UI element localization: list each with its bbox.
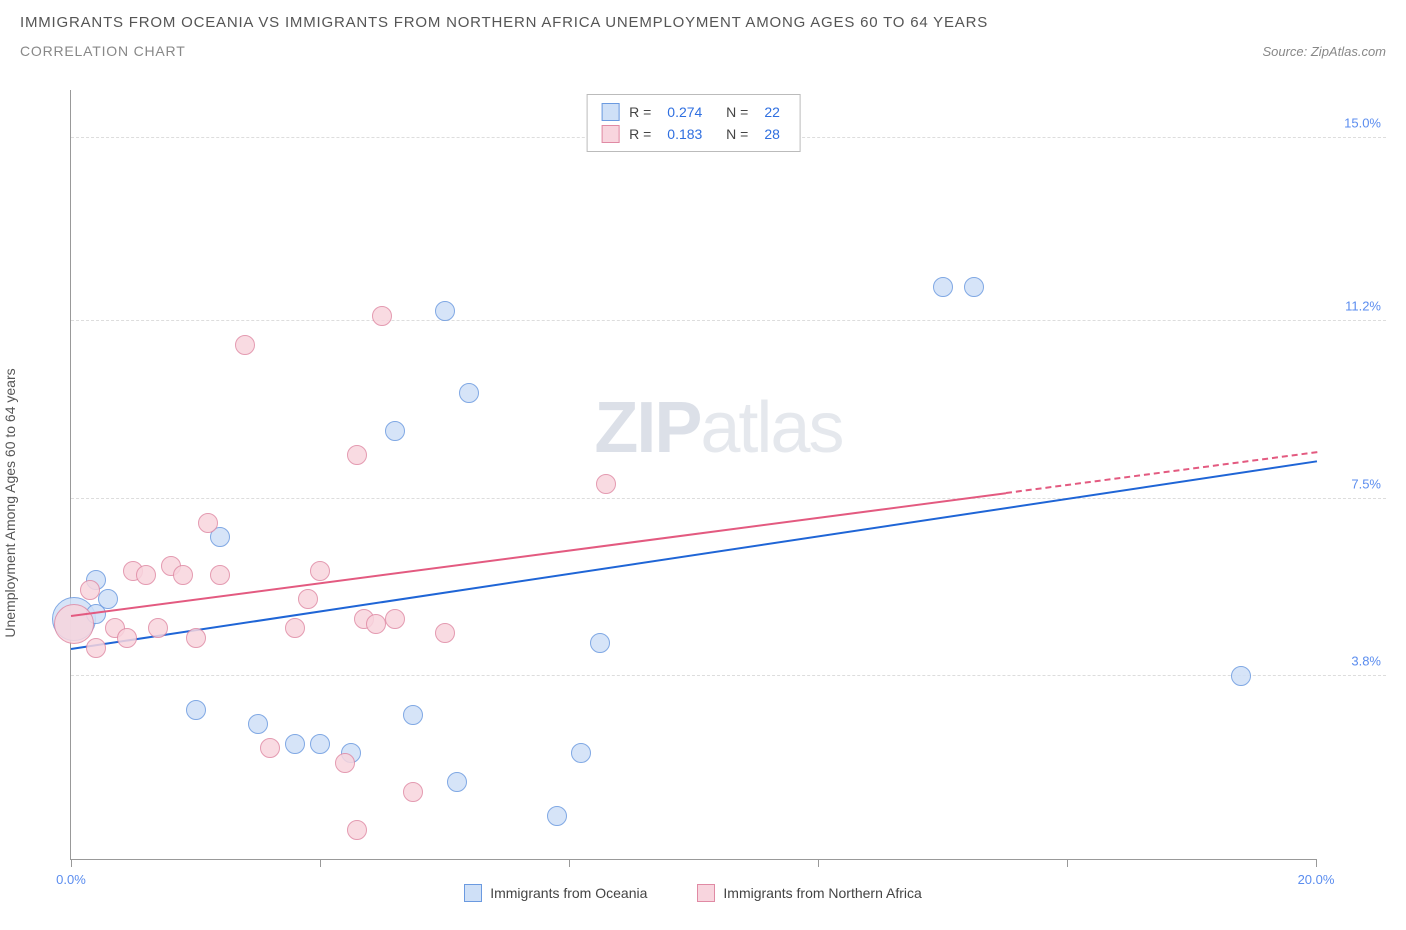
watermark-bold: ZIP (594, 388, 700, 468)
legend-swatch (697, 884, 715, 902)
scatter-point-northern_africa (210, 565, 230, 585)
plot-area: ZIPatlas R = 0.274 N = 22R = 0.183 N = 2… (70, 90, 1316, 860)
y-tick-label: 7.5% (1351, 476, 1381, 491)
y-axis-label: Unemployment Among Ages 60 to 64 years (2, 368, 18, 637)
scatter-point-northern_africa (186, 628, 206, 648)
chart-subtitle: CORRELATION CHART (20, 43, 186, 59)
scatter-point-northern_africa (310, 561, 330, 581)
scatter-point-oceania (403, 705, 423, 725)
gridline (71, 320, 1386, 321)
scatter-point-northern_africa (347, 820, 367, 840)
y-tick-label: 15.0% (1344, 116, 1381, 131)
chart-header: IMMIGRANTS FROM OCEANIA VS IMMIGRANTS FR… (0, 0, 1406, 63)
scatter-point-oceania (285, 734, 305, 754)
x-tick (320, 859, 321, 867)
scatter-point-northern_africa (403, 782, 423, 802)
stat-r-value: 0.274 (667, 104, 702, 120)
scatter-point-northern_africa (173, 565, 193, 585)
stat-n-label: N = (718, 126, 748, 142)
scatter-point-northern_africa (235, 335, 255, 355)
legend-swatch (464, 884, 482, 902)
legend-swatch (601, 125, 619, 143)
x-tick (569, 859, 570, 867)
gridline (71, 498, 1386, 499)
scatter-point-northern_africa (385, 609, 405, 629)
x-tick (1067, 859, 1068, 867)
watermark: ZIPatlas (594, 387, 842, 469)
bottom-legend: Immigrants from Oceania Immigrants from N… (70, 884, 1316, 902)
y-tick-label: 3.8% (1351, 654, 1381, 669)
subtitle-row: CORRELATION CHART Source: ZipAtlas.com (20, 43, 1386, 59)
scatter-point-northern_africa (148, 618, 168, 638)
scatter-point-northern_africa (347, 445, 367, 465)
scatter-point-oceania (385, 421, 405, 441)
watermark-light: atlas (700, 388, 842, 468)
source-label: Source: ZipAtlas.com (1262, 44, 1386, 59)
y-tick-label: 11.2% (1345, 298, 1381, 313)
legend-label: Immigrants from Northern Africa (723, 885, 921, 901)
scatter-point-northern_africa (335, 753, 355, 773)
scatter-point-northern_africa (117, 628, 137, 648)
stats-legend: R = 0.274 N = 22R = 0.183 N = 28 (586, 94, 801, 152)
trend-line-northern_africa-dashed (1005, 451, 1317, 494)
scatter-point-oceania (310, 734, 330, 754)
legend-item: Immigrants from Oceania (464, 884, 647, 902)
scatter-point-northern_africa (298, 589, 318, 609)
scatter-point-oceania (547, 806, 567, 826)
stat-n-value: 28 (764, 126, 780, 142)
gridline (71, 675, 1386, 676)
scatter-point-northern_africa (285, 618, 305, 638)
scatter-point-oceania (590, 633, 610, 653)
chart-title: IMMIGRANTS FROM OCEANIA VS IMMIGRANTS FR… (20, 12, 1386, 35)
legend-swatch (601, 103, 619, 121)
scatter-point-northern_africa (366, 614, 386, 634)
scatter-point-northern_africa (198, 513, 218, 533)
scatter-point-northern_africa (260, 738, 280, 758)
stat-r-value: 0.183 (667, 126, 702, 142)
scatter-point-oceania (1231, 666, 1251, 686)
scatter-point-northern_africa (136, 565, 156, 585)
scatter-point-northern_africa (596, 474, 616, 494)
scatter-point-oceania (459, 383, 479, 403)
scatter-point-northern_africa (86, 638, 106, 658)
trend-line-northern_africa (71, 492, 1006, 617)
x-tick (71, 859, 72, 867)
legend-item: Immigrants from Northern Africa (697, 884, 921, 902)
stat-r-label: R = (629, 104, 651, 120)
scatter-point-oceania (933, 277, 953, 297)
scatter-point-oceania (248, 714, 268, 734)
scatter-point-northern_africa (372, 306, 392, 326)
legend-label: Immigrants from Oceania (490, 885, 647, 901)
scatter-point-oceania (964, 277, 984, 297)
stats-row: R = 0.274 N = 22 (601, 101, 786, 123)
chart-container: Unemployment Among Ages 60 to 64 years Z… (20, 90, 1386, 900)
scatter-point-northern_africa (80, 580, 100, 600)
scatter-point-northern_africa (435, 623, 455, 643)
scatter-point-oceania (186, 700, 206, 720)
scatter-point-northern_africa (54, 604, 94, 644)
x-tick (818, 859, 819, 867)
x-tick (1316, 859, 1317, 867)
stat-n-label: N = (718, 104, 748, 120)
stat-r-label: R = (629, 126, 651, 142)
scatter-point-oceania (447, 772, 467, 792)
stats-row: R = 0.183 N = 28 (601, 123, 786, 145)
stat-n-value: 22 (764, 104, 780, 120)
scatter-point-oceania (571, 743, 591, 763)
scatter-point-oceania (435, 301, 455, 321)
trend-line-oceania (71, 461, 1317, 651)
